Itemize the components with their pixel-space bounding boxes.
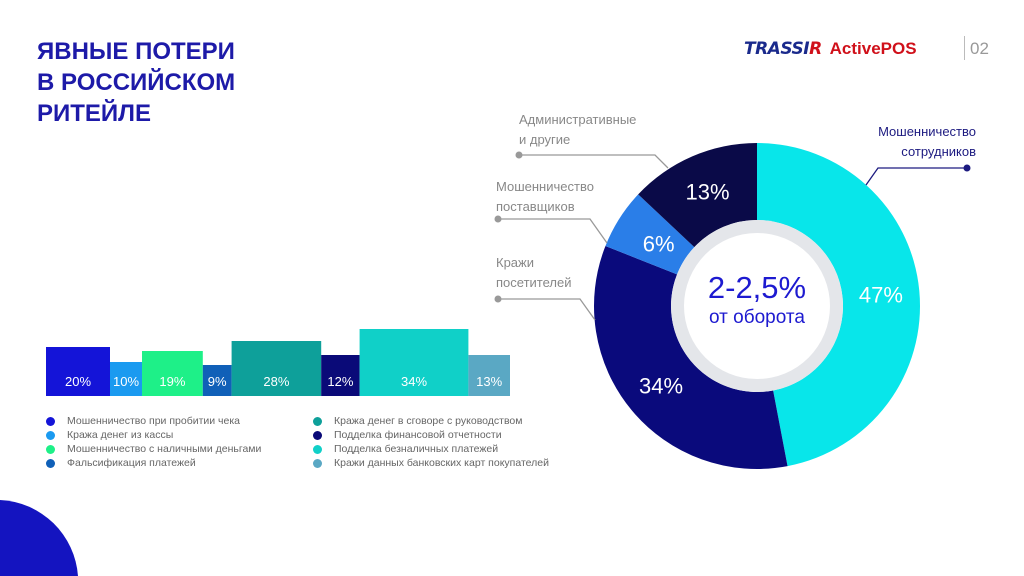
label-line: Мошенничество	[878, 124, 976, 139]
trassir-main: TRASSI	[744, 39, 810, 59]
title-line: В РОССИЙСКОМ	[37, 69, 236, 96]
leader-dot-icon	[963, 164, 971, 172]
legend-label: Подделка финансовой отчетности	[334, 429, 502, 441]
label-employees: Мошенничество сотрудников	[852, 122, 976, 162]
center-value: 2-2,5%	[707, 270, 807, 305]
label-line: поставщиков	[496, 199, 575, 214]
label-suppliers: Мошенничество поставщиков	[496, 177, 594, 217]
legend-dot-icon	[46, 458, 55, 468]
legend-label: Кража денег в сговоре с руководством	[334, 415, 523, 427]
donut-label: 47%	[859, 282, 903, 307]
bar	[321, 355, 360, 396]
leader-dot-icon	[494, 215, 502, 223]
legend-label: Фальсификация платежей	[67, 457, 196, 469]
label-line: Кражи	[496, 255, 534, 270]
label-visitors: Кражи посетителей	[496, 253, 571, 293]
donut-center: 2-2,5% от оборота	[677, 270, 837, 330]
legend-dot-icon	[313, 444, 322, 454]
legend-column: Кража денег в сговоре с руководством Подд…	[313, 414, 549, 470]
donut-hole	[684, 233, 830, 379]
center-caption: от оборота	[709, 307, 805, 328]
legend-label: Кража денег из кассы	[67, 429, 174, 441]
logo: TRASSIR ActivePOS	[744, 39, 917, 59]
label-line: посетителей	[496, 275, 572, 290]
bar-label: 20%	[65, 374, 91, 389]
label-admin: Административные и другие	[519, 110, 636, 150]
donut-slice	[605, 194, 695, 275]
title-line: РИТЕЙЛЕ	[37, 100, 152, 127]
legend-item: Кража денег в сговоре с руководством	[313, 414, 549, 428]
legend-item: Подделка безналичных платежей	[313, 442, 549, 456]
bar-label: 10%	[113, 374, 139, 389]
divider	[964, 36, 965, 60]
donut-label: 34%	[639, 373, 683, 398]
bar	[46, 347, 110, 396]
label-line: Административные	[519, 112, 637, 127]
legend-dot-icon	[313, 416, 322, 426]
bar-label: 34%	[401, 374, 427, 389]
bar	[468, 355, 510, 396]
legend-dot-icon	[46, 444, 55, 454]
donut-slice	[638, 143, 757, 248]
leader-line	[865, 167, 967, 186]
page-number: 02	[970, 39, 989, 58]
bar	[231, 341, 322, 396]
bar	[202, 365, 232, 396]
trassir-logo: TRASSIR	[744, 39, 822, 59]
bar	[142, 351, 203, 396]
legend-dot-icon	[313, 458, 322, 468]
leader-line	[519, 154, 669, 169]
legend-label: Мошенничество с наличными деньгами	[67, 443, 262, 455]
legend-label: Мошенничество при пробитии чека	[67, 415, 240, 427]
leader-dot-icon	[515, 151, 523, 159]
bar-label: 9%	[208, 374, 227, 389]
leader-line	[498, 218, 608, 244]
legend-column: Мошенничество при пробитии чека Кража ден…	[46, 414, 261, 470]
decorative-circle	[0, 500, 78, 576]
donut-slice	[593, 245, 788, 469]
legend-item: Мошенничество при пробитии чека	[46, 414, 261, 428]
label-line: Мошенничество	[496, 179, 594, 194]
donut-slice	[757, 143, 921, 467]
bar	[110, 362, 142, 396]
leader-dot-icon	[494, 295, 502, 303]
donut-label: 6%	[643, 232, 675, 257]
page-title: ЯВНЫЕ ПОТЕРИ В РОССИЙСКОМ РИТЕЙЛЕ	[37, 36, 235, 129]
donut-label: 13%	[686, 180, 730, 205]
legend-dot-icon	[46, 416, 55, 426]
bar-label: 19%	[159, 374, 185, 389]
legend-item: Подделка финансовой отчетности	[313, 428, 549, 442]
label-line: сотрудников	[901, 144, 976, 159]
trassir-r: R	[809, 39, 822, 59]
bar	[359, 329, 469, 396]
activepos-logo: ActivePOS	[829, 39, 917, 58]
title-line: ЯВНЫЕ ПОТЕРИ	[37, 38, 235, 65]
bar-label: 28%	[263, 374, 289, 389]
legend-dot-icon	[313, 430, 322, 440]
charts-canvas: 20% 10% 19% 9% 28% 12% 34% 13% 47% 34% 6% 13%	[0, 143, 971, 576]
legend-dot-icon	[46, 430, 55, 440]
legend-item: Мошенничество с наличными деньгами	[46, 442, 261, 456]
bar-label: 12%	[327, 374, 353, 389]
label-line: и другие	[519, 132, 571, 147]
legend-item: Кража денег из кассы	[46, 428, 261, 442]
legend-label: Подделка безналичных платежей	[334, 443, 499, 455]
legend-label: Кражи данных банковских карт покупателей	[334, 457, 549, 469]
legend-item: Фальсификация платежей	[46, 456, 261, 470]
legend-item: Кражи данных банковских карт покупателей	[313, 456, 549, 470]
bar-label: 13%	[476, 374, 502, 389]
leader-line	[498, 298, 596, 321]
